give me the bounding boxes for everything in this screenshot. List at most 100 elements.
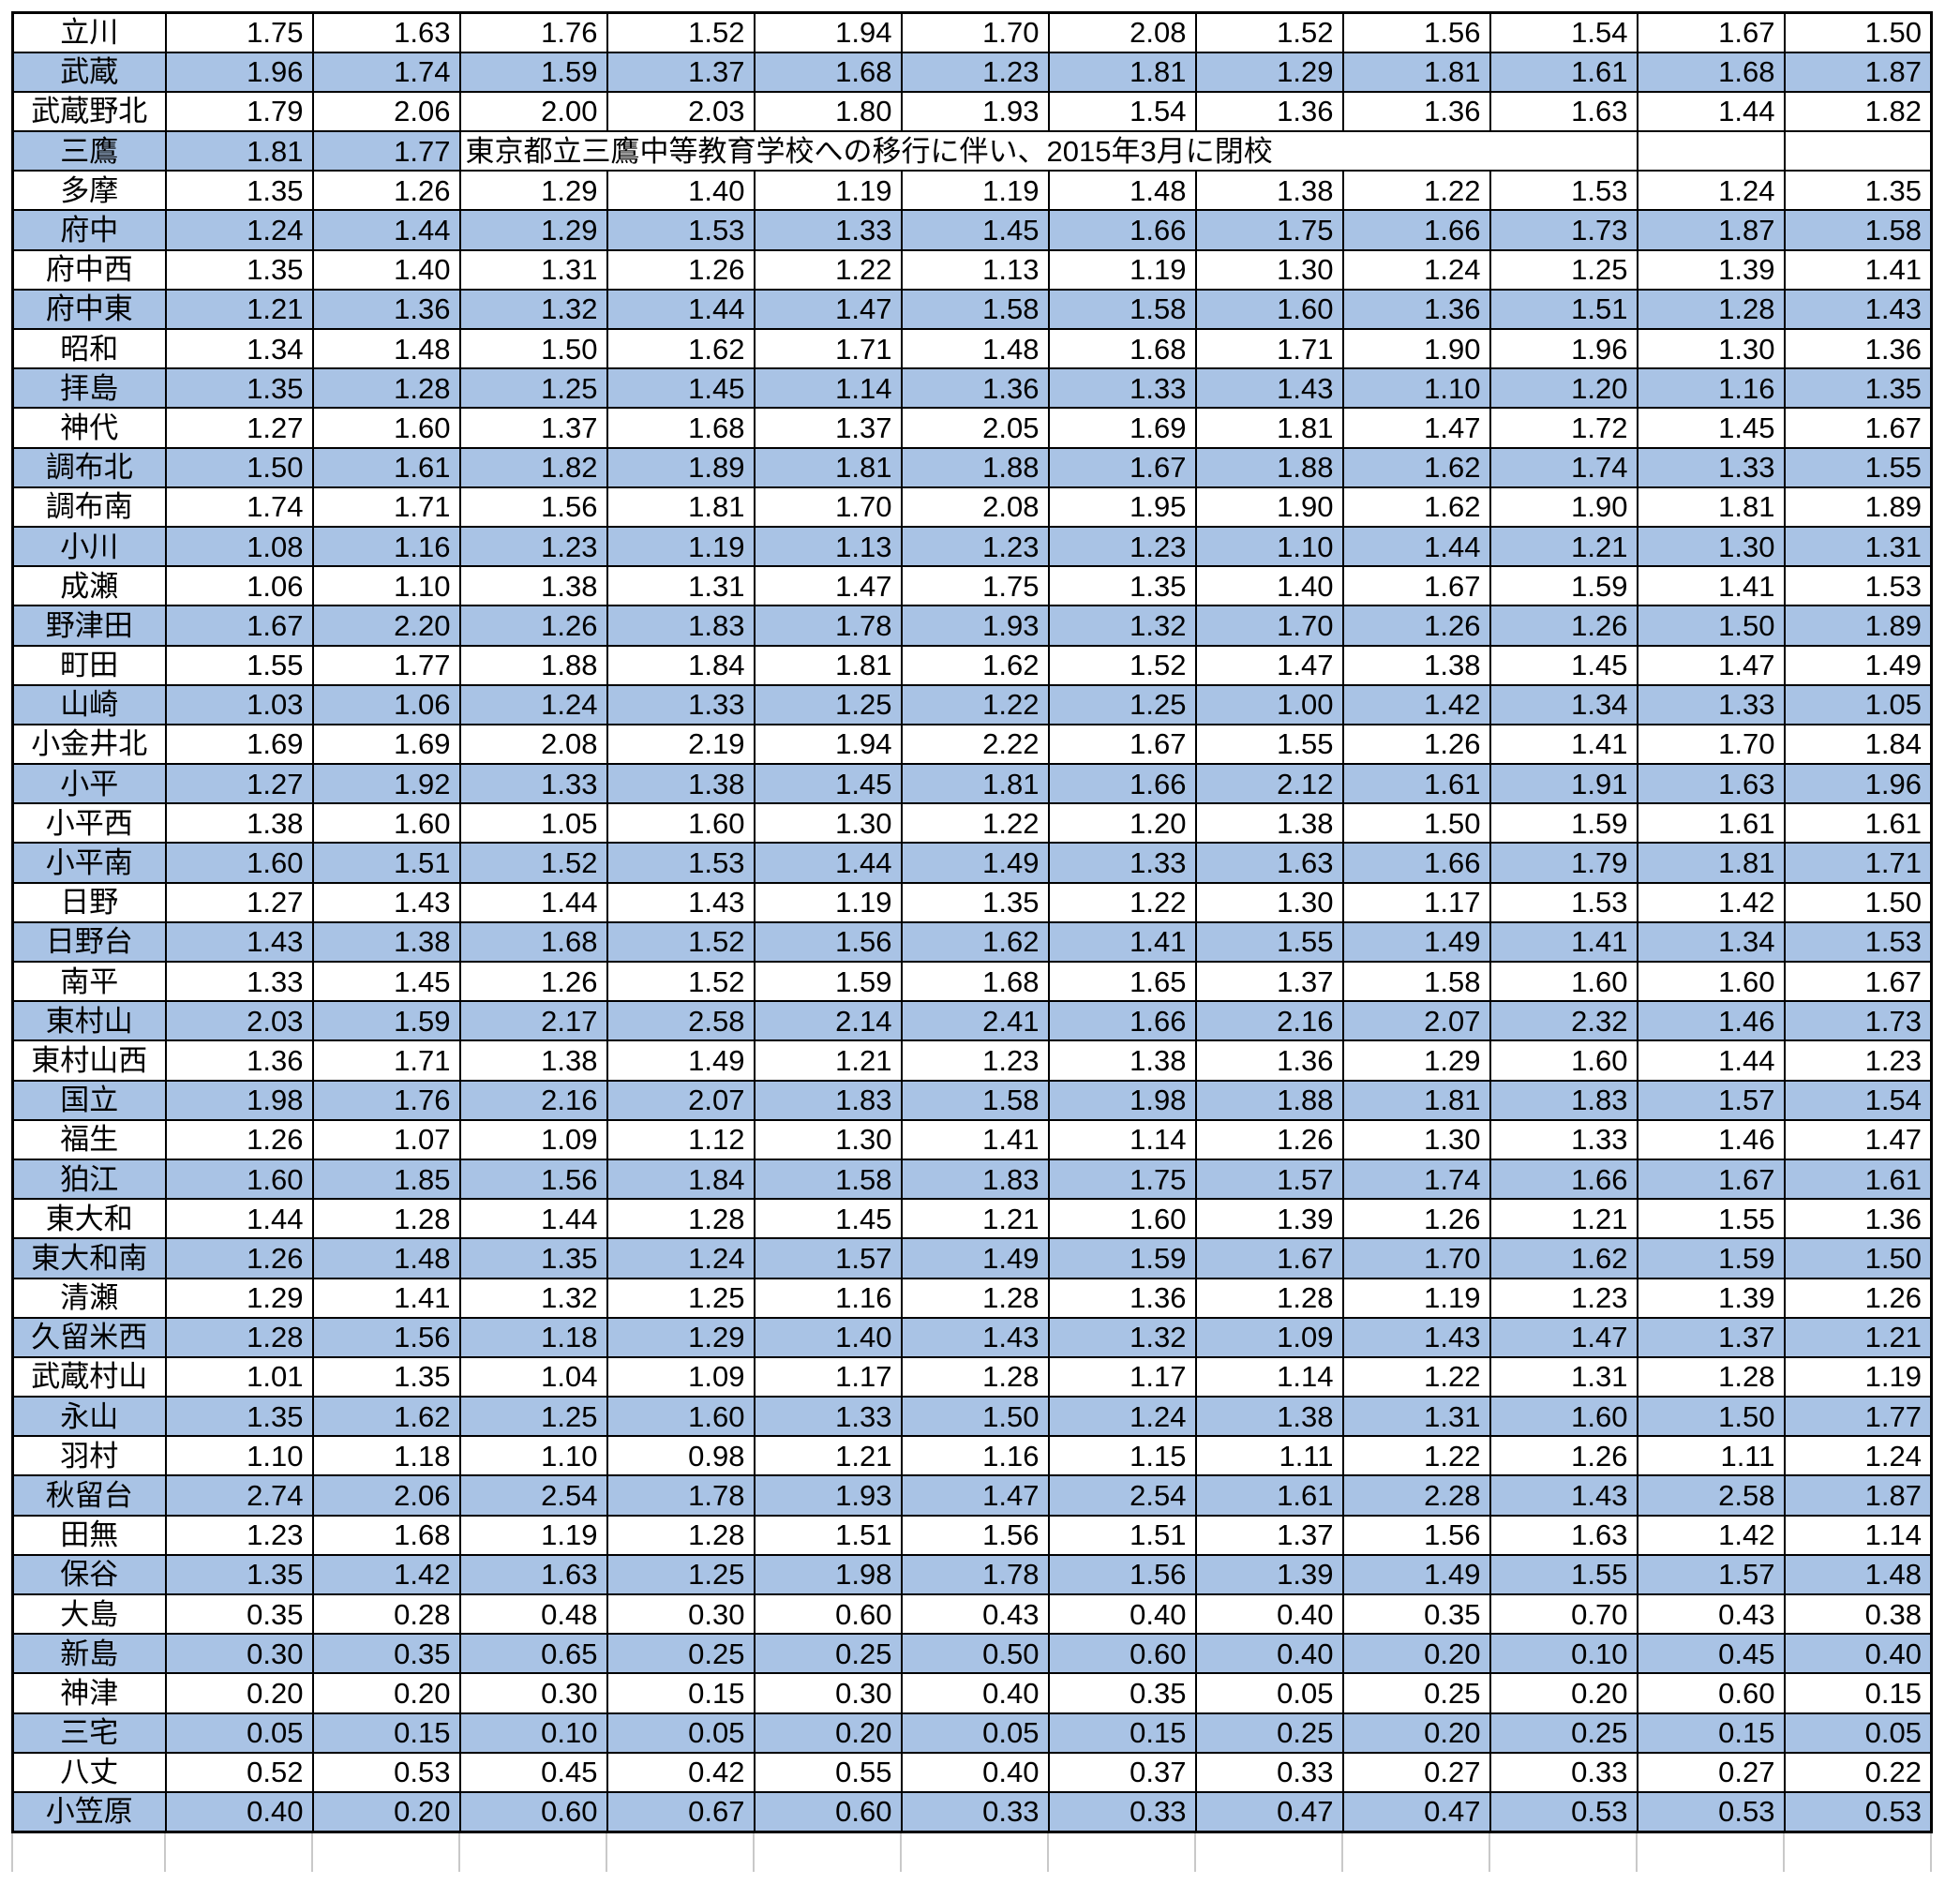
value-cell: 1.22: [1047, 881, 1197, 923]
value-cell: 1.96: [1783, 763, 1933, 805]
value-cell: 1.57: [1194, 1158, 1344, 1201]
value-cell: 1.38: [1341, 644, 1491, 686]
value-cell: 1.28: [1636, 288, 1786, 331]
value-cell: 1.36: [1783, 1198, 1933, 1240]
table-row: 府中西 1.35 1.40 1.31 1.26 1.22 1.13 1.19 1.30 1.24 1…: [11, 248, 1933, 291]
value-cell: 1.38: [606, 763, 756, 805]
table-row: 東大和南 1.26 1.48 1.35 1.24 1.57 1.49 1.59 1.67 1.70…: [11, 1237, 1933, 1279]
value-cell: 1.61: [1636, 802, 1786, 845]
value-cell: 1.42: [1636, 881, 1786, 923]
value-cell: 1.61: [1783, 802, 1933, 845]
value-cell: 1.46: [1636, 1000, 1786, 1042]
value-cell: 1.83: [1489, 1079, 1638, 1121]
value-cell: 1.71: [1783, 842, 1933, 884]
value-cell: 1.24: [458, 683, 608, 725]
value-cell: 1.47: [1489, 1316, 1638, 1358]
table-row: 田無 1.23 1.68 1.19 1.28 1.51 1.56 1.51 1.37 1.56 1.…: [11, 1514, 1933, 1556]
value-cell: 1.14: [753, 367, 903, 410]
value-cell: 1.17: [1047, 1355, 1197, 1398]
value-cell: 1.34: [164, 327, 314, 370]
value-cell: 1.28: [311, 367, 461, 410]
value-cell: 0.45: [1636, 1633, 1786, 1675]
value-cell: 1.38: [458, 565, 608, 607]
value-cell: 1.93: [753, 1474, 903, 1517]
table-row: 町田 1.55 1.77 1.88 1.84 1.81 1.62 1.52 1.47 1.38 1.…: [11, 644, 1933, 686]
value-cell: 0.40: [900, 1751, 1050, 1793]
value-cell: 0.15: [1047, 1712, 1197, 1754]
value-cell: 1.37: [606, 51, 756, 93]
value-cell: 1.55: [164, 644, 314, 686]
value-cell: 1.61: [1489, 51, 1638, 93]
school-name-cell: 三鷹: [11, 130, 167, 172]
value-cell: 1.98: [753, 1553, 903, 1596]
table-row: 小笠原 0.40 0.20 0.60 0.67 0.60 0.33 0.33 0.47 0.47 0…: [11, 1790, 1933, 1833]
value-cell: 1.82: [458, 446, 608, 488]
value-cell: 0.40: [1783, 1633, 1933, 1675]
value-cell: 1.30: [1636, 525, 1786, 568]
value-cell: 2.08: [458, 723, 608, 766]
value-cell: 0.55: [753, 1751, 903, 1793]
value-cell: 1.25: [1047, 683, 1197, 725]
value-cell: 1.37: [1194, 960, 1344, 1003]
value-cell: 1.48: [311, 327, 461, 370]
school-name-cell: 田無: [11, 1514, 167, 1556]
value-cell: 1.77: [311, 130, 461, 172]
value-cell: 1.54: [1783, 1079, 1933, 1121]
value-cell: 0.53: [1783, 1790, 1933, 1833]
value-cell: 1.29: [164, 1277, 314, 1319]
value-cell: 2.22: [900, 723, 1050, 766]
value-cell: 1.89: [606, 446, 756, 488]
value-cell: 1.48: [1783, 1553, 1933, 1596]
value-cell: 1.28: [1636, 1355, 1786, 1398]
value-cell: 1.67: [1783, 407, 1933, 449]
value-cell: 0.05: [1194, 1672, 1344, 1714]
value-cell: 1.45: [753, 1198, 903, 1240]
value-cell: 1.43: [311, 881, 461, 923]
table-row: 拝島 1.35 1.28 1.25 1.45 1.14 1.36 1.33 1.43 1.10 1.…: [11, 367, 1933, 410]
value-cell: 1.56: [1341, 11, 1491, 53]
empty-grid-cell: [166, 1832, 313, 1872]
table-row: 羽村 1.10 1.18 1.10 0.98 1.21 1.16 1.15 1.11 1.22 1.…: [11, 1435, 1933, 1477]
value-cell: 0.43: [1636, 1592, 1786, 1636]
school-name-cell: 秋留台: [11, 1474, 167, 1517]
value-cell: 1.92: [311, 763, 461, 805]
table-row: 武蔵村山 1.01 1.35 1.04 1.09 1.17 1.28 1.17 1.14 1.22…: [11, 1355, 1933, 1398]
value-cell: 1.62: [1489, 1237, 1638, 1279]
value-cell: 1.81: [1194, 407, 1344, 449]
value-cell: 1.33: [753, 209, 903, 251]
value-cell: 1.53: [1489, 170, 1638, 212]
value-cell: 1.09: [1194, 1316, 1344, 1358]
value-cell: 0.47: [1194, 1790, 1344, 1833]
value-cell: 0.60: [753, 1592, 903, 1636]
value-cell: 1.46: [1636, 1118, 1786, 1160]
value-cell: 1.56: [1341, 1514, 1491, 1556]
value-cell: 1.28: [164, 1316, 314, 1358]
school-name-cell: 武蔵村山: [11, 1355, 167, 1398]
value-cell: 1.45: [606, 367, 756, 410]
value-cell: 1.51: [311, 842, 461, 884]
value-cell: 0.30: [606, 1592, 756, 1636]
value-cell: 1.35: [1783, 367, 1933, 410]
value-cell: 1.23: [1489, 1277, 1638, 1319]
value-cell: 0.30: [164, 1633, 314, 1675]
value-cell: 1.89: [1783, 486, 1933, 528]
value-cell: 1.27: [164, 407, 314, 449]
value-cell: 1.41: [1783, 248, 1933, 291]
value-cell: 1.40: [753, 1316, 903, 1358]
value-cell: 1.44: [1636, 1039, 1786, 1082]
value-cell: 1.63: [458, 1553, 608, 1596]
value-cell: 0.70: [1489, 1592, 1638, 1636]
value-cell: 1.70: [900, 11, 1050, 53]
value-cell: 1.22: [900, 802, 1050, 845]
value-cell: 0.33: [1194, 1751, 1344, 1793]
value-cell: 1.75: [900, 565, 1050, 607]
value-cell: 1.49: [1783, 644, 1933, 686]
value-cell: 1.67: [164, 605, 314, 647]
empty-grid-cell: [607, 1832, 755, 1872]
value-cell: 1.41: [1489, 723, 1638, 766]
value-cell: 1.38: [164, 802, 314, 845]
value-cell: 0.65: [458, 1633, 608, 1675]
school-name-cell: 狛江: [11, 1158, 167, 1201]
value-cell: 1.57: [1636, 1079, 1786, 1121]
value-cell: 1.32: [1047, 1316, 1197, 1358]
